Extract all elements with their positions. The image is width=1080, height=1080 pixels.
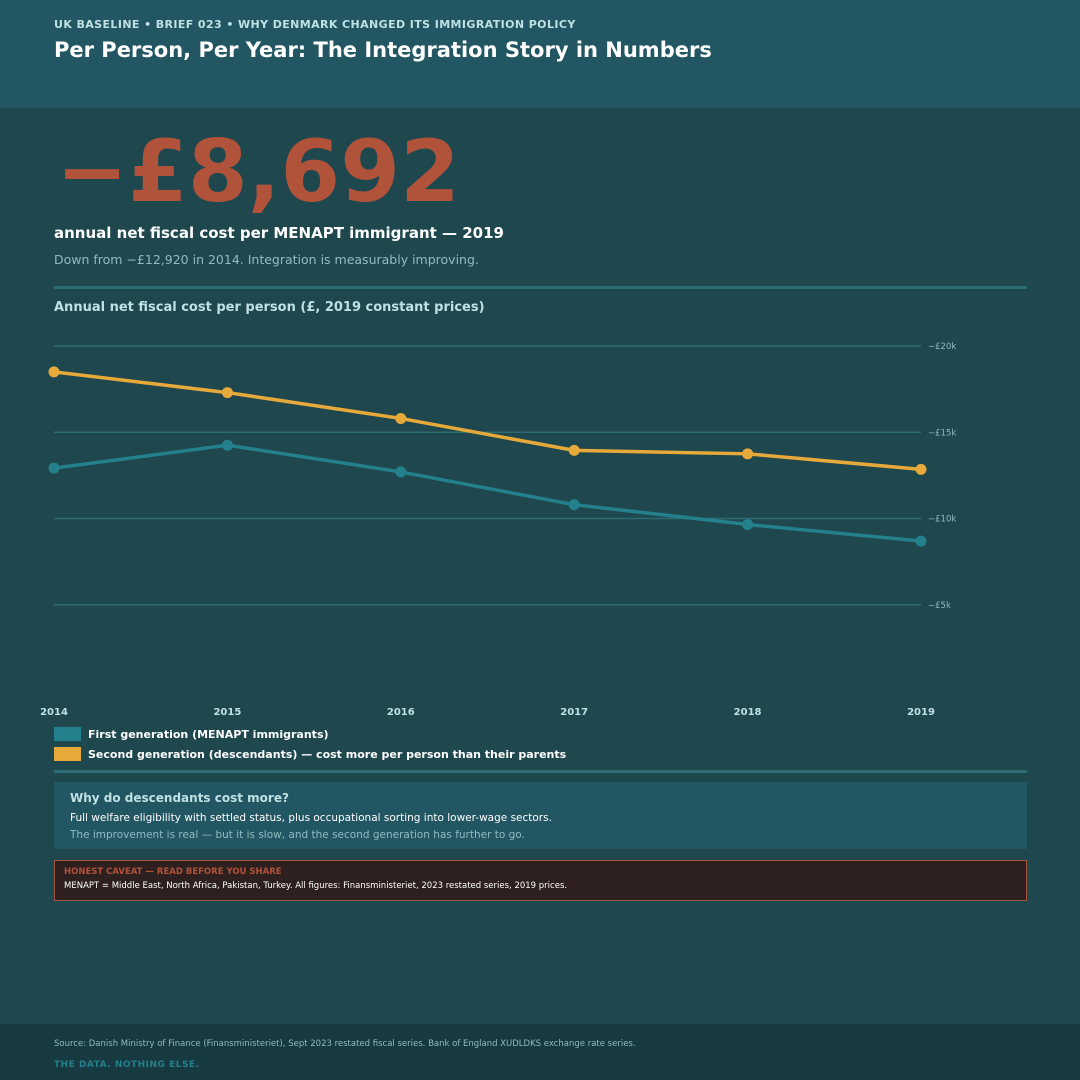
legend-label-first-generation: First generation (MENAPT immigrants) <box>88 727 329 741</box>
data-point-second-generation <box>568 444 580 456</box>
y-tick-label: −£15k <box>928 428 956 438</box>
data-point-second-generation <box>48 366 60 378</box>
data-point-first-generation <box>915 535 927 547</box>
data-point-second-generation <box>395 412 407 424</box>
x-tick-label: 2018 <box>734 707 762 718</box>
data-point-second-generation <box>742 448 754 460</box>
kpi-subtitle: Down from −£12,920 in 2014. Integration … <box>54 252 479 267</box>
y-tick-label: −£10k <box>928 515 956 525</box>
caveat-heading: HONEST CAVEAT — READ BEFORE YOU SHARE <box>64 867 282 877</box>
x-tick-label: 2019 <box>907 707 935 718</box>
series-line-first-generation <box>52 443 923 543</box>
explainer-note: The improvement is real — but it is slow… <box>70 829 525 841</box>
explainer-text: Full welfare eligibility with settled st… <box>70 812 552 824</box>
y-tick-label: −£20k <box>928 342 956 352</box>
source-citation: Source: Danish Ministry of Finance (Fina… <box>54 1039 636 1049</box>
chart-title: Annual net fiscal cost per person (£, 20… <box>54 300 485 315</box>
x-tick-label: 2016 <box>387 707 415 718</box>
data-point-first-generation <box>221 439 233 451</box>
page-title: Per Person, Per Year: The Integration St… <box>54 38 712 62</box>
caveat-box: HONEST CAVEAT — READ BEFORE YOU SHARE ME… <box>54 860 1027 901</box>
kpi-value: −£8,692 <box>56 122 460 222</box>
caveat-text: MENAPT = Middle East, North Africa, Paki… <box>64 881 568 891</box>
data-point-second-generation <box>915 463 927 475</box>
line-chart: −£5k −£10k −£15k −£20k 2014 2015 2016 2017 2018 2… <box>40 342 956 718</box>
data-point-first-generation <box>568 499 580 511</box>
divider <box>54 770 1027 773</box>
legend-swatch-first-generation <box>54 727 81 741</box>
x-tick-label: 2014 <box>40 707 68 718</box>
data-point-first-generation <box>48 462 60 474</box>
legend-label-second-generation: Second generation (descendants) — cost m… <box>88 747 567 761</box>
chart-legend: First generation (MENAPT immigrants) Sec… <box>54 724 566 764</box>
data-point-first-generation <box>742 519 754 531</box>
legend-swatch-second-generation <box>54 747 81 761</box>
x-tick-label: 2017 <box>560 707 588 718</box>
legend-item-first-generation: First generation (MENAPT immigrants) <box>54 724 566 744</box>
divider <box>54 286 1027 289</box>
footer: Source: Danish Ministry of Finance (Fina… <box>0 1024 1080 1080</box>
explainer-box: Why do descendants cost more? Full welfa… <box>54 782 1027 849</box>
y-tick-label: −£5k <box>928 601 951 611</box>
explainer-heading: Why do descendants cost more? <box>70 791 289 805</box>
data-point-second-generation <box>221 387 233 399</box>
header-band: UK BASELINE • BRIEF 023 • WHY DENMARK CH… <box>0 0 1080 108</box>
brief-eyebrow: UK BASELINE • BRIEF 023 • WHY DENMARK CH… <box>54 18 576 31</box>
legend-item-second-generation: Second generation (descendants) — cost m… <box>54 744 566 764</box>
kpi-label: annual net fiscal cost per MENAPT immigr… <box>54 224 504 242</box>
series-line-second-generation <box>52 370 923 472</box>
x-tick-label: 2015 <box>213 707 241 718</box>
footer-tagline: THE DATA. NOTHING ELSE. <box>54 1060 200 1070</box>
data-point-first-generation <box>395 466 407 478</box>
